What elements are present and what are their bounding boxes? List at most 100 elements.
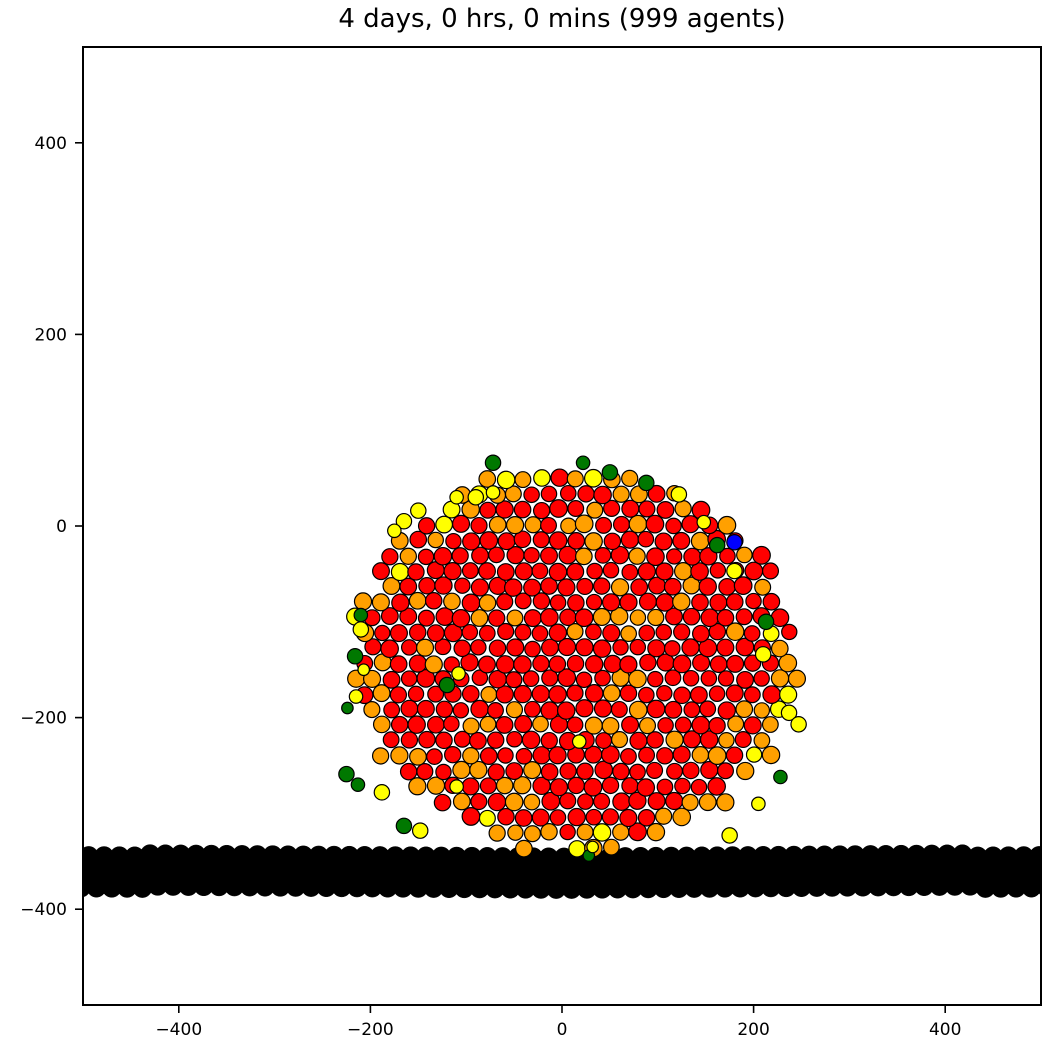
agent — [426, 748, 443, 766]
agent — [506, 730, 523, 748]
agent — [674, 716, 692, 734]
agent — [585, 623, 602, 641]
agent — [672, 745, 691, 764]
agent — [673, 562, 693, 581]
agent — [515, 747, 533, 765]
agent — [656, 501, 675, 519]
agent — [594, 669, 611, 687]
y-tick-label: 200 — [35, 325, 67, 345]
agent — [523, 609, 542, 628]
y-tick-label: 0 — [56, 517, 67, 537]
agent — [372, 715, 391, 734]
agent — [566, 654, 585, 673]
yellow-agent — [485, 485, 501, 500]
agent — [664, 700, 683, 719]
agent — [495, 685, 514, 704]
agent — [683, 701, 701, 719]
agent — [380, 639, 399, 659]
agent — [699, 730, 719, 749]
agent — [601, 593, 621, 612]
agent — [734, 731, 752, 749]
agent — [513, 500, 532, 519]
yellow-agent — [790, 716, 807, 733]
agent — [736, 761, 755, 781]
agent — [628, 791, 647, 810]
agent — [726, 654, 745, 673]
agent — [435, 607, 455, 626]
agent — [540, 763, 559, 781]
yellow-agent — [670, 486, 688, 503]
agent — [524, 700, 541, 718]
agent — [725, 593, 744, 611]
agent — [417, 517, 436, 535]
agent — [504, 792, 524, 812]
agent — [567, 776, 585, 795]
agent — [363, 669, 382, 688]
agent — [753, 732, 771, 749]
yellow-agent — [726, 562, 743, 580]
agent — [595, 516, 613, 534]
agent — [601, 745, 620, 765]
agent — [559, 608, 577, 627]
agent — [407, 563, 425, 581]
agent — [725, 684, 744, 703]
agent — [434, 576, 453, 595]
agent — [674, 499, 692, 518]
yellow-agent — [449, 779, 464, 794]
agent — [717, 670, 735, 687]
agent — [621, 715, 640, 734]
agent — [656, 778, 674, 796]
agent — [372, 684, 391, 703]
agent — [557, 578, 576, 597]
agent — [408, 654, 428, 673]
agent — [531, 625, 549, 642]
x-tick-label: −200 — [347, 1020, 394, 1040]
agent — [583, 468, 603, 488]
agent — [399, 762, 418, 781]
agent — [655, 593, 675, 612]
agent — [628, 700, 648, 720]
agent — [487, 609, 506, 627]
agent — [514, 562, 533, 581]
agent — [540, 823, 558, 841]
yellow-agent — [348, 689, 364, 704]
agent — [566, 716, 584, 734]
agent — [444, 746, 462, 764]
agent — [549, 809, 567, 826]
agent — [602, 623, 621, 643]
green-agent — [757, 613, 775, 631]
agent — [496, 470, 516, 490]
x-tick-label: 400 — [929, 1020, 961, 1040]
agent — [566, 562, 585, 581]
agent — [656, 747, 674, 765]
agent — [620, 748, 637, 765]
agent — [566, 470, 584, 488]
agent — [478, 624, 496, 642]
agent — [638, 717, 657, 735]
agent — [575, 671, 593, 689]
agent — [610, 578, 630, 597]
agent — [371, 747, 390, 765]
agent — [453, 639, 471, 658]
agent — [733, 576, 753, 596]
agent — [619, 808, 638, 828]
agent — [556, 701, 576, 720]
agent — [602, 561, 620, 579]
agent — [371, 593, 390, 612]
agent — [725, 622, 745, 642]
agent — [409, 747, 427, 766]
agent — [672, 531, 691, 550]
agent — [461, 777, 480, 796]
green-agent — [773, 769, 788, 785]
agent — [479, 715, 497, 733]
yellow-agent — [721, 827, 738, 844]
agent — [548, 655, 567, 673]
agent — [470, 516, 488, 535]
agent — [664, 669, 682, 687]
agent — [753, 702, 771, 719]
agent — [389, 686, 408, 704]
agent — [709, 562, 727, 579]
agent — [408, 591, 427, 610]
yellow-agent — [751, 796, 766, 812]
agent — [487, 702, 504, 719]
